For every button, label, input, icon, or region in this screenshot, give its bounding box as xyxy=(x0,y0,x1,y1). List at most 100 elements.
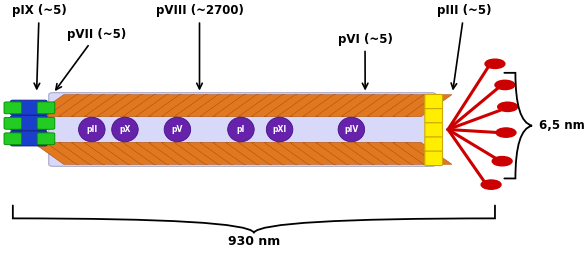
Polygon shape xyxy=(33,142,79,164)
Polygon shape xyxy=(316,142,362,164)
FancyBboxPatch shape xyxy=(4,133,22,145)
Polygon shape xyxy=(213,142,259,164)
Circle shape xyxy=(495,80,515,90)
Ellipse shape xyxy=(266,117,293,142)
Polygon shape xyxy=(290,95,336,117)
Polygon shape xyxy=(58,95,105,117)
Polygon shape xyxy=(354,142,400,164)
FancyBboxPatch shape xyxy=(37,133,55,145)
Circle shape xyxy=(497,102,517,111)
Polygon shape xyxy=(264,95,310,117)
FancyBboxPatch shape xyxy=(425,109,443,123)
Polygon shape xyxy=(226,142,272,164)
Polygon shape xyxy=(33,95,79,117)
Text: pIV: pIV xyxy=(344,125,359,134)
Polygon shape xyxy=(161,95,208,117)
Ellipse shape xyxy=(228,117,254,142)
Polygon shape xyxy=(290,142,336,164)
Text: pIII (~5): pIII (~5) xyxy=(437,4,492,89)
Polygon shape xyxy=(251,142,298,164)
Polygon shape xyxy=(174,142,220,164)
FancyBboxPatch shape xyxy=(4,102,22,114)
Polygon shape xyxy=(213,95,259,117)
FancyBboxPatch shape xyxy=(49,93,436,166)
Polygon shape xyxy=(71,95,118,117)
Polygon shape xyxy=(367,95,413,117)
FancyBboxPatch shape xyxy=(11,131,47,146)
Ellipse shape xyxy=(112,117,138,142)
FancyBboxPatch shape xyxy=(425,137,443,152)
Circle shape xyxy=(485,59,505,68)
Circle shape xyxy=(496,128,516,137)
Polygon shape xyxy=(58,142,105,164)
Polygon shape xyxy=(46,95,92,117)
Polygon shape xyxy=(341,95,387,117)
FancyBboxPatch shape xyxy=(4,117,22,129)
Polygon shape xyxy=(136,142,182,164)
Ellipse shape xyxy=(338,117,365,142)
FancyBboxPatch shape xyxy=(11,116,47,131)
Polygon shape xyxy=(110,142,156,164)
Polygon shape xyxy=(136,95,182,117)
Polygon shape xyxy=(97,142,143,164)
Polygon shape xyxy=(406,142,452,164)
Ellipse shape xyxy=(79,117,105,142)
Text: pX: pX xyxy=(119,125,131,134)
Polygon shape xyxy=(303,95,349,117)
Polygon shape xyxy=(123,95,169,117)
Polygon shape xyxy=(238,95,285,117)
Polygon shape xyxy=(328,142,375,164)
Polygon shape xyxy=(303,142,349,164)
Polygon shape xyxy=(200,142,246,164)
Polygon shape xyxy=(277,142,323,164)
Polygon shape xyxy=(380,142,426,164)
Polygon shape xyxy=(226,95,272,117)
Text: pV: pV xyxy=(172,125,183,134)
Polygon shape xyxy=(393,142,439,164)
Text: 6,5 nm: 6,5 nm xyxy=(539,119,585,132)
Text: pIX (~5): pIX (~5) xyxy=(12,4,66,89)
Polygon shape xyxy=(161,142,208,164)
Text: pI: pI xyxy=(237,125,245,134)
FancyBboxPatch shape xyxy=(37,102,55,114)
Polygon shape xyxy=(110,95,156,117)
Text: pVI (~5): pVI (~5) xyxy=(338,33,392,89)
Text: pVII (~5): pVII (~5) xyxy=(56,28,126,90)
Polygon shape xyxy=(148,142,195,164)
Polygon shape xyxy=(316,95,362,117)
Polygon shape xyxy=(277,95,323,117)
Polygon shape xyxy=(148,95,195,117)
Ellipse shape xyxy=(164,117,191,142)
Polygon shape xyxy=(406,95,452,117)
Text: 930 nm: 930 nm xyxy=(228,235,280,248)
FancyBboxPatch shape xyxy=(425,151,443,166)
Polygon shape xyxy=(238,142,285,164)
Polygon shape xyxy=(251,95,298,117)
Polygon shape xyxy=(123,142,169,164)
Text: pII: pII xyxy=(86,125,98,134)
Polygon shape xyxy=(341,142,387,164)
FancyBboxPatch shape xyxy=(425,95,443,109)
Polygon shape xyxy=(97,95,143,117)
Polygon shape xyxy=(187,95,233,117)
Polygon shape xyxy=(174,95,220,117)
FancyBboxPatch shape xyxy=(11,100,47,115)
Polygon shape xyxy=(84,95,131,117)
Text: pXI: pXI xyxy=(272,125,287,134)
Polygon shape xyxy=(187,142,233,164)
Polygon shape xyxy=(46,142,92,164)
Polygon shape xyxy=(380,95,426,117)
Polygon shape xyxy=(84,142,131,164)
Text: pVIII (~2700): pVIII (~2700) xyxy=(156,4,243,89)
Polygon shape xyxy=(264,142,310,164)
Polygon shape xyxy=(393,95,439,117)
Polygon shape xyxy=(328,95,375,117)
Polygon shape xyxy=(354,95,400,117)
Polygon shape xyxy=(367,142,413,164)
Polygon shape xyxy=(71,142,118,164)
FancyBboxPatch shape xyxy=(37,117,55,129)
Circle shape xyxy=(481,180,501,189)
Polygon shape xyxy=(200,95,246,117)
Circle shape xyxy=(492,156,512,166)
FancyBboxPatch shape xyxy=(425,123,443,137)
